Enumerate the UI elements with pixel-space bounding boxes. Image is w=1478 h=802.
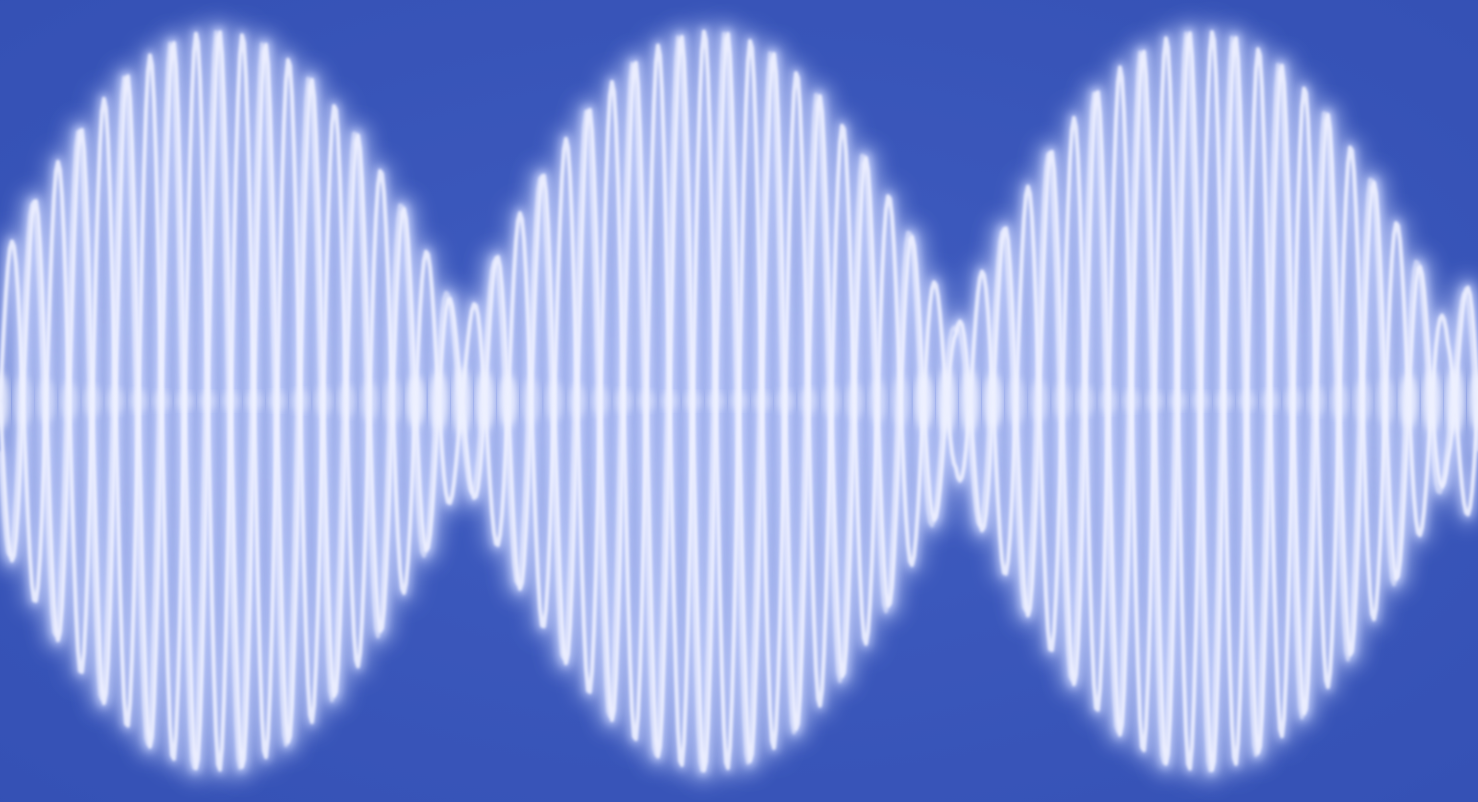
trace-node [683, 391, 702, 411]
trace-core-3 [0, 30, 1478, 773]
trace-node [799, 387, 818, 415]
trace-node [1145, 390, 1164, 412]
trace-node [984, 373, 1002, 429]
trace-node [522, 378, 541, 424]
trace-node [845, 382, 864, 420]
trace-node [37, 379, 56, 423]
trace-node [776, 389, 795, 413]
trace-node [0, 372, 9, 430]
trace-node [291, 388, 310, 414]
trace-node [1261, 389, 1280, 413]
trace-node [1330, 383, 1349, 419]
trace-node [753, 390, 772, 412]
trace-node [891, 376, 910, 426]
trace-node [1445, 368, 1464, 434]
trace-node [1076, 385, 1095, 417]
trace-node [914, 372, 933, 430]
trace-node [268, 390, 287, 412]
trace-node [1122, 389, 1141, 413]
trace-node [568, 384, 587, 418]
trace-node [106, 387, 125, 415]
trace-node [1399, 374, 1418, 428]
trace-node [129, 389, 148, 413]
trace-node [1307, 386, 1326, 416]
trace-node [822, 385, 841, 417]
trace-node [83, 385, 102, 417]
trace-node [637, 390, 656, 412]
trace-node [406, 375, 425, 427]
trace-node [452, 367, 471, 435]
trace-node [1238, 390, 1257, 412]
trace-node [198, 391, 217, 411]
trace-node [1168, 391, 1187, 411]
trace-node [1376, 377, 1395, 425]
trace-node [730, 391, 748, 411]
trace-node [245, 391, 263, 411]
trace-node [175, 391, 194, 411]
trace-node [706, 391, 725, 411]
trace-node [591, 386, 610, 416]
waveform-trace [0, 18, 1478, 784]
trace-node [1353, 380, 1372, 422]
trace-node [1007, 377, 1026, 425]
trace-node [1030, 380, 1049, 422]
trace-node [1469, 372, 1478, 430]
trace-node [614, 388, 633, 414]
trace-node [221, 391, 240, 411]
trace-node [152, 390, 171, 412]
trace-node [429, 371, 448, 431]
trace-node [60, 382, 79, 420]
trace-node [868, 379, 887, 423]
trace-node [1191, 391, 1210, 411]
trace-node [476, 371, 494, 431]
trace-node [1099, 387, 1118, 415]
trace-node [14, 376, 33, 426]
trace-node [383, 378, 402, 424]
trace-node [314, 386, 333, 416]
trace-node [545, 381, 564, 421]
trace-node [937, 368, 956, 434]
trace-node [960, 369, 979, 433]
trace-node [499, 374, 518, 428]
trace-node [1053, 383, 1072, 419]
trace-node [360, 381, 379, 421]
trace-node [1284, 388, 1303, 414]
trace-node [660, 391, 679, 411]
trace-node [337, 384, 356, 418]
trace-node [1422, 370, 1441, 432]
trace-node [1215, 391, 1233, 411]
